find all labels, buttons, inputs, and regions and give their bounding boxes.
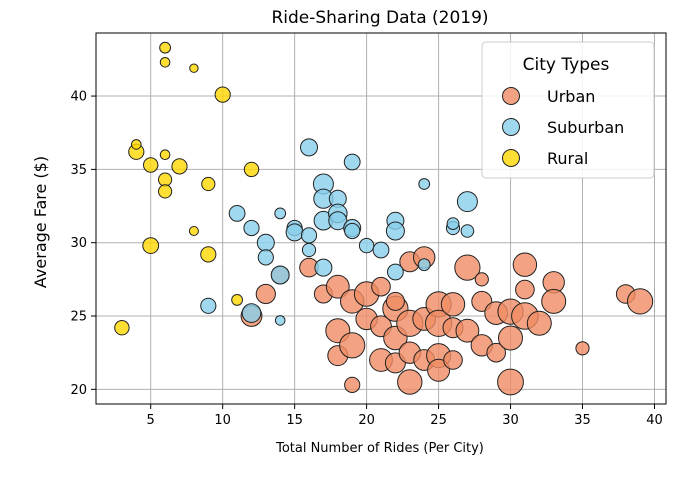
x-tick-label: 15 — [286, 413, 303, 428]
rural-point — [159, 57, 171, 68]
x-tick-label: 40 — [646, 413, 663, 428]
urban-point — [512, 252, 538, 277]
urban-point — [255, 283, 276, 305]
suburban-point — [456, 191, 478, 213]
y-tick-label: 20 — [70, 383, 87, 398]
x-tick-label: 20 — [358, 413, 375, 428]
urban-point — [474, 272, 489, 287]
x-tick-label: 25 — [430, 413, 447, 428]
y-tick-label: 25 — [70, 310, 87, 325]
legend-label-suburban: Suburban — [547, 118, 624, 137]
urban-point — [486, 342, 507, 363]
rural-point — [158, 172, 173, 187]
rural-point — [131, 139, 142, 150]
urban-point — [371, 276, 391, 297]
x-tick-label: 5 — [147, 413, 155, 428]
legend-marker-urban — [502, 87, 520, 105]
y-tick-label: 40 — [70, 90, 87, 105]
suburban-point — [314, 258, 333, 277]
urban-point — [575, 341, 590, 356]
urban-point — [325, 274, 350, 299]
suburban-point — [270, 265, 290, 285]
legend-label-rural: Rural — [547, 149, 588, 168]
urban-point — [385, 291, 405, 311]
urban-point — [443, 350, 463, 370]
urban-point — [344, 376, 361, 393]
suburban-point — [274, 315, 286, 326]
suburban-point — [343, 153, 361, 171]
rural-point — [142, 237, 160, 255]
rural-point — [158, 184, 173, 199]
legend-box — [481, 41, 655, 179]
suburban-point — [285, 223, 304, 242]
urban-point — [454, 254, 481, 281]
suburban-point — [372, 241, 390, 259]
suburban-point — [243, 219, 260, 237]
legend: City Types Urban Suburban Rural — [481, 41, 655, 179]
suburban-point — [300, 227, 318, 244]
urban-point — [627, 288, 654, 315]
suburban-point — [301, 242, 317, 258]
suburban-point — [387, 263, 404, 281]
suburban-point — [241, 303, 262, 323]
suburban-point — [200, 297, 217, 314]
urban-point — [339, 332, 366, 359]
urban-point — [427, 358, 451, 382]
rural-point — [159, 149, 171, 160]
suburban-point — [257, 249, 274, 266]
urban-point — [515, 279, 535, 300]
suburban-point — [228, 205, 246, 222]
suburban-point — [256, 233, 275, 252]
urban-point — [397, 369, 423, 395]
rural-point — [189, 63, 199, 73]
suburban-point — [300, 138, 318, 157]
urban-point — [526, 310, 552, 336]
suburban-point — [446, 217, 460, 231]
rural-point — [231, 294, 244, 306]
suburban-point — [385, 221, 405, 241]
rural-point — [114, 320, 130, 336]
rural-point — [201, 176, 216, 192]
legend-marker-suburban — [502, 118, 520, 136]
suburban-point — [274, 207, 287, 220]
series-rural — [114, 41, 260, 336]
series-suburban — [200, 138, 478, 326]
x-tick-label: 10 — [214, 413, 231, 428]
x-tick-label: 35 — [574, 413, 591, 428]
suburban-point — [418, 178, 431, 190]
series-urban — [240, 246, 654, 396]
rural-point — [214, 86, 231, 103]
legend-label-urban: Urban — [547, 87, 595, 106]
chart-title: Ride-Sharing Data (2019) — [271, 8, 488, 28]
suburban-point — [358, 237, 375, 254]
plot-frame — [95, 32, 667, 405]
rural-point — [159, 41, 172, 54]
rural-point — [188, 226, 199, 236]
legend-title: City Types — [523, 55, 610, 75]
urban-point — [498, 325, 523, 351]
urban-point — [455, 318, 480, 343]
legend-items: Urban Suburban Rural — [502, 87, 624, 168]
data-points — [114, 41, 654, 396]
urban-point — [440, 292, 466, 317]
rural-point — [200, 246, 217, 263]
rural-point — [243, 161, 260, 178]
rural-point — [171, 158, 188, 175]
legend-marker-rural — [502, 149, 520, 167]
urban-point — [541, 288, 567, 314]
y-tick-label: 35 — [70, 163, 87, 178]
urban-point — [497, 368, 524, 396]
y-tick-label: 30 — [70, 236, 87, 251]
suburban-point — [460, 224, 475, 238]
y-axis-label: Average Fare ($) — [31, 156, 50, 288]
x-tick-label: 30 — [502, 413, 519, 428]
suburban-point — [344, 222, 361, 240]
suburban-point — [417, 258, 431, 272]
suburban-point — [328, 211, 348, 231]
x-axis-label: Total Number of Rides (Per City) — [275, 441, 484, 456]
axis-ticks: 5 10 15 20 25 30 35 40 20 25 30 35 40 — [70, 90, 662, 428]
rural-point — [143, 157, 159, 173]
